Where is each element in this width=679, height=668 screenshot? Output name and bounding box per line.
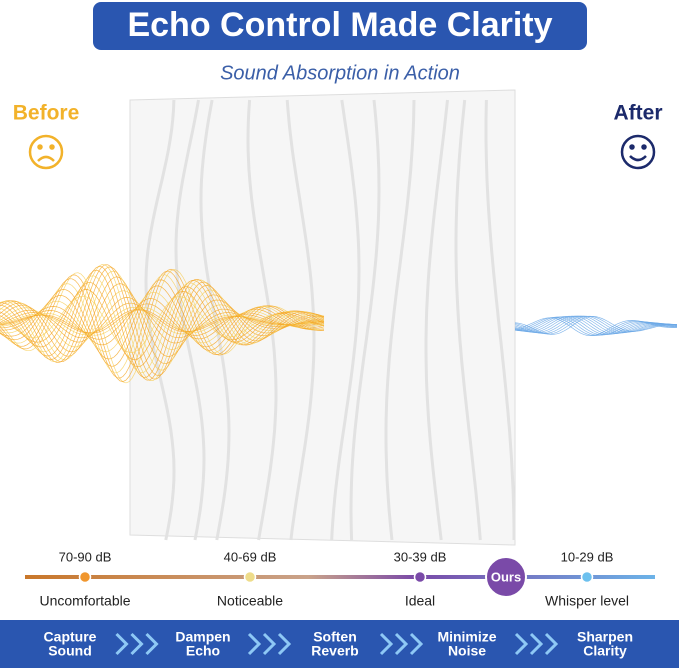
step-label: Reverb [311,643,358,659]
groove [454,99,482,541]
wave-before [0,266,325,381]
step-label: Dampen [175,629,230,645]
scale-label: Ideal [405,593,435,609]
scale-level: 40-69 dB [224,549,277,564]
ours-label: Ours [491,569,521,584]
wave-after [514,317,678,337]
title-banner [93,2,587,50]
step-label: Sound [48,643,92,659]
wave-before [0,303,325,340]
wave-after [514,315,678,334]
groove [349,99,381,541]
scale-dot [580,570,594,584]
sound-waves [0,264,678,384]
scale-level: 70-90 dB [59,549,112,564]
groove [199,99,231,541]
steps-band [0,620,679,668]
wave-before [0,285,325,360]
wave-after [514,317,677,336]
scale: 70-90 dB Uncomfortable 40-69 dB Noticeable 3… [39,549,629,608]
chevron [544,632,559,656]
sad-face [28,134,64,170]
chevron [262,632,277,656]
groove [330,99,361,541]
chevron [514,632,529,656]
subtitle: Sound Absorption in Action [220,62,460,84]
wave-before [0,264,325,381]
groove [144,99,176,541]
groove [384,99,416,541]
groove [424,99,449,541]
chevron [379,632,394,656]
chevron [247,632,262,656]
chevron [145,632,159,656]
wave-before [0,275,325,374]
scale-label: Whisper level [545,593,629,609]
wave-before [0,266,325,376]
step-label: Noise [448,643,486,659]
chevron [277,632,292,656]
chevron [115,632,129,656]
scale-dot [413,570,427,584]
scale-label: Noticeable [217,593,283,609]
panel-grooves [144,99,516,541]
wave-before [0,309,325,334]
step-label: Minimize [437,629,496,645]
scale-dot [243,570,257,584]
wave-before [0,281,325,368]
step-label: Sharpen [577,629,633,645]
wave-before [0,268,325,382]
chevron [394,632,409,656]
scale-level: 30-39 dB [394,549,447,564]
chevron [529,632,544,656]
step-label: Capture [44,629,97,645]
title: Echo Control Made Clarity [127,6,552,44]
ours-badge [485,556,527,598]
wave-after [514,315,678,334]
wave-before [0,291,325,352]
step-label: Soften [313,629,357,645]
after-label: After [613,102,662,125]
groove [246,99,278,541]
step-label: Clarity [583,643,627,659]
scale-level: 10-29 dB [561,549,614,564]
scale-label: Uncomfortable [39,593,130,609]
wave-before [0,269,325,378]
groove [174,99,206,541]
wave-before [0,298,325,346]
wave-before [0,307,325,336]
scale-line [25,575,655,579]
wave-before [0,279,325,367]
scale-dot [78,570,92,584]
wave-before [0,295,325,353]
chevron [130,632,144,656]
groove [484,99,516,540]
chevron [409,632,424,656]
before-label: Before [13,102,80,125]
wave-before [0,270,325,379]
step-label: Echo [186,643,220,659]
wave-before [0,270,325,371]
happy-face [620,134,656,170]
